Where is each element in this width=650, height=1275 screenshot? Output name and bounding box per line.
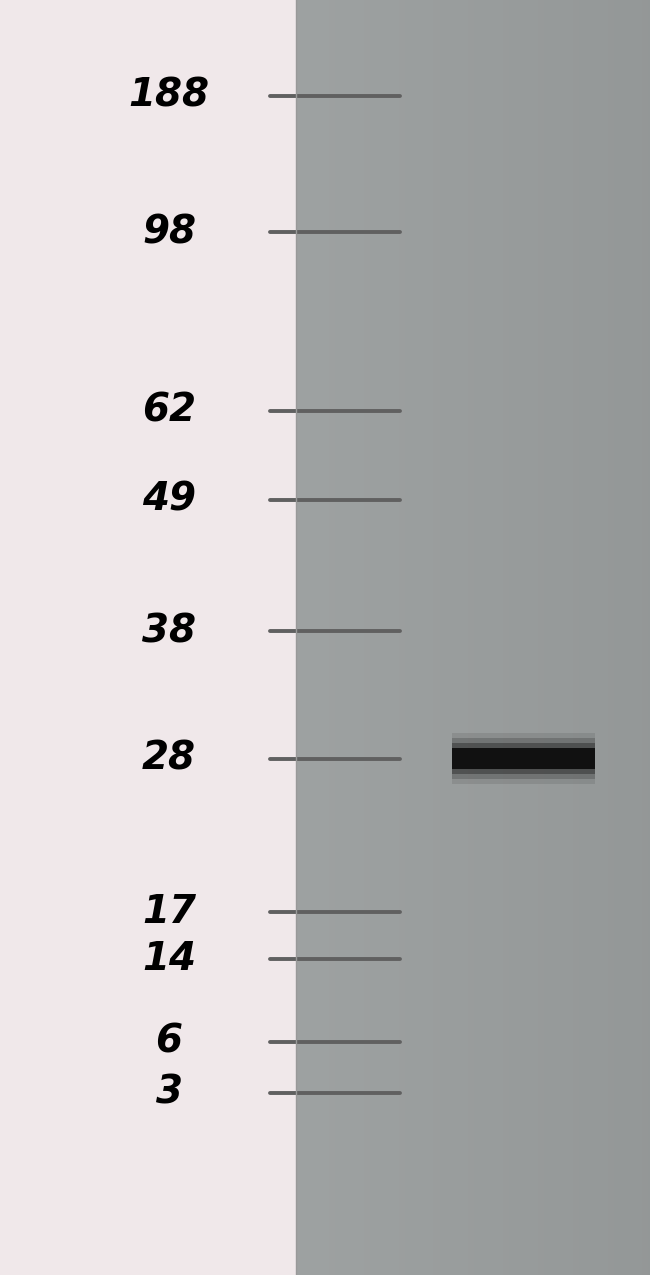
Text: 62: 62 (142, 391, 196, 430)
Text: 17: 17 (142, 892, 196, 931)
Bar (452, 738, 595, 779)
Bar (0, 0, 296, 1275)
Text: 6: 6 (155, 1023, 183, 1061)
Text: 38: 38 (142, 612, 196, 650)
Text: 3: 3 (155, 1074, 183, 1112)
Text: 28: 28 (142, 740, 196, 778)
Bar (452, 733, 595, 784)
Text: 188: 188 (129, 76, 209, 115)
Bar (452, 743, 595, 774)
Text: 14: 14 (142, 940, 196, 978)
Text: 98: 98 (142, 213, 196, 251)
Text: 49: 49 (142, 481, 196, 519)
Bar (452, 748, 595, 769)
